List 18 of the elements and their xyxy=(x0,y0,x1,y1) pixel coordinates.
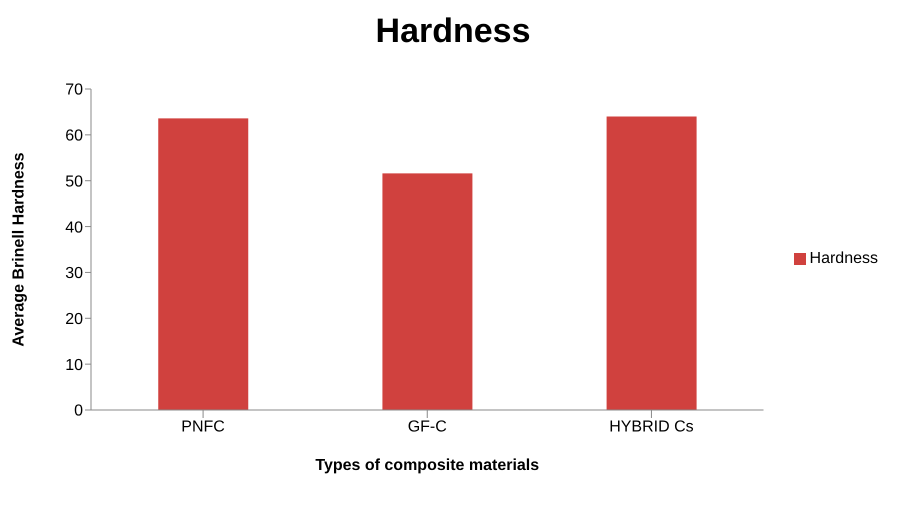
legend-label: Hardness xyxy=(810,250,878,267)
x-tick-label: PNFC xyxy=(181,418,225,436)
y-tick-label: 60 xyxy=(65,128,84,145)
y-tick-label: 10 xyxy=(65,356,84,374)
y-axis-title: Average Brinell Hardness xyxy=(10,152,28,347)
y-tick-label: 0 xyxy=(74,402,84,420)
bar xyxy=(606,116,697,410)
x-axis-title: Types of composite materials xyxy=(315,457,540,474)
bar xyxy=(158,118,248,410)
y-tick-label: 70 xyxy=(65,82,84,99)
bar xyxy=(382,173,472,410)
y-tick-label: 30 xyxy=(65,265,84,282)
y-tick-label: 20 xyxy=(65,310,84,328)
y-tick-label: 50 xyxy=(65,173,84,190)
x-tick-label: HYBRID Cs xyxy=(609,418,694,436)
x-tick-label: GF-C xyxy=(408,418,447,436)
y-tick-label: 40 xyxy=(65,219,84,236)
chart-title: Hardness xyxy=(374,12,532,51)
